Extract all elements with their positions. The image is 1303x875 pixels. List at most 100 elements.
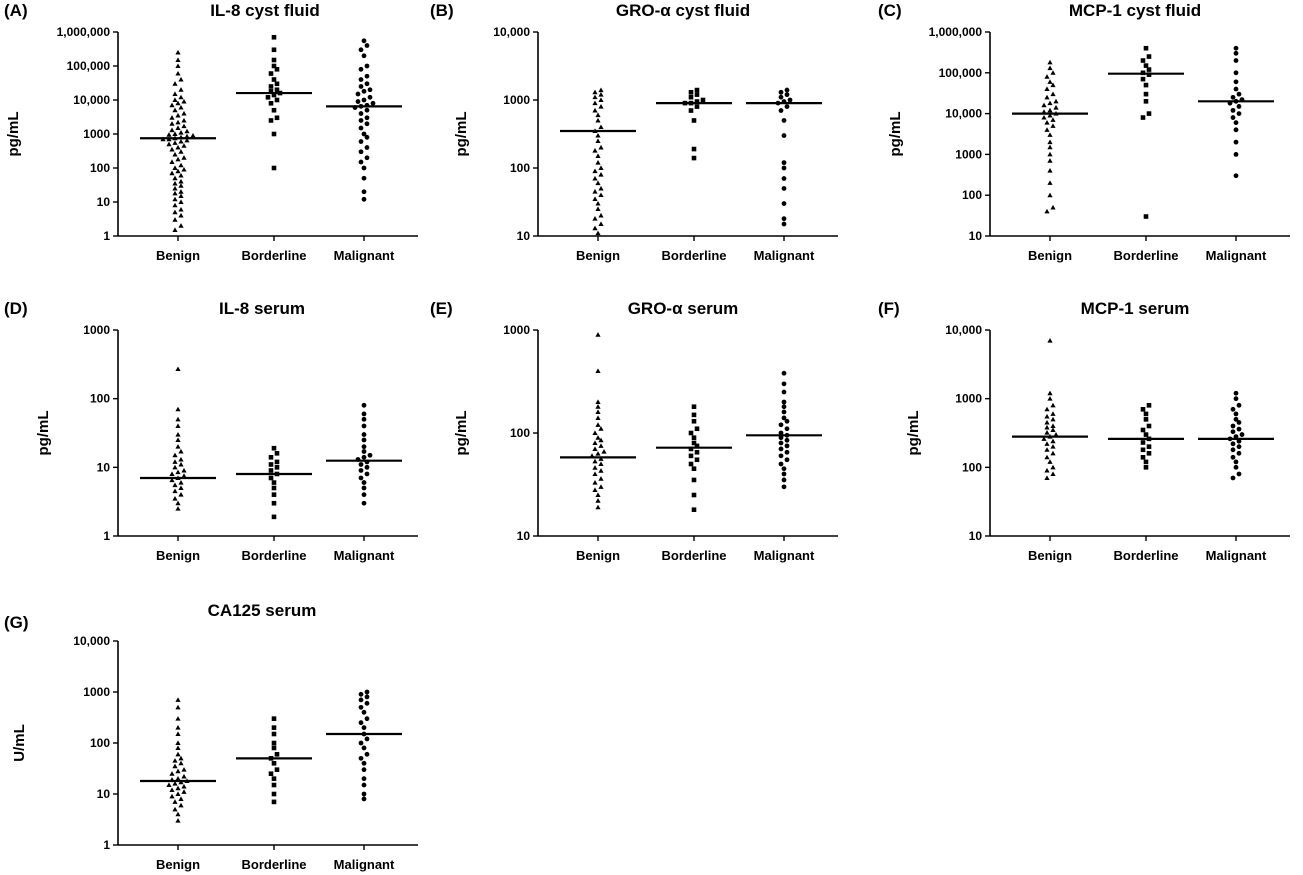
data-point bbox=[1047, 180, 1053, 185]
data-point bbox=[1230, 454, 1236, 460]
data-point bbox=[274, 97, 280, 103]
data-point bbox=[175, 768, 181, 774]
data-point bbox=[181, 783, 187, 789]
data-point bbox=[172, 185, 178, 191]
data-point bbox=[691, 477, 697, 483]
data-point bbox=[1143, 459, 1149, 465]
data-point bbox=[1236, 91, 1242, 97]
data-point bbox=[268, 454, 274, 460]
data-point bbox=[175, 500, 181, 506]
data-point bbox=[1146, 54, 1152, 59]
data-point bbox=[358, 159, 364, 165]
data-point bbox=[1053, 431, 1059, 437]
data-point bbox=[181, 789, 187, 794]
data-point bbox=[1044, 413, 1050, 419]
y-tick-label: 10 bbox=[517, 229, 531, 243]
data-point bbox=[694, 443, 700, 449]
data-point bbox=[178, 802, 184, 808]
data-point bbox=[172, 758, 178, 763]
data-point bbox=[1050, 411, 1056, 416]
y-tick-label: 10,000 bbox=[945, 323, 982, 337]
data-point bbox=[694, 104, 700, 109]
data-point bbox=[1047, 79, 1053, 84]
data-point bbox=[1044, 467, 1050, 473]
data-point bbox=[1050, 471, 1056, 476]
x-tick-label: Benign bbox=[1028, 248, 1072, 263]
data-point bbox=[358, 697, 364, 703]
y-axis-label: pg/mL bbox=[905, 411, 922, 456]
data-point bbox=[592, 196, 598, 202]
y-tick-label: 10,000 bbox=[945, 107, 982, 121]
data-point bbox=[592, 188, 598, 194]
data-point bbox=[595, 435, 601, 440]
data-point bbox=[595, 404, 601, 409]
data-point bbox=[778, 461, 784, 467]
data-point bbox=[172, 464, 178, 470]
data-point bbox=[178, 479, 184, 485]
chart-title: MCP-1 serum bbox=[1081, 299, 1190, 318]
data-point bbox=[169, 121, 175, 126]
data-point bbox=[274, 465, 280, 470]
data-point bbox=[178, 178, 184, 184]
data-point bbox=[595, 117, 601, 123]
data-point bbox=[1236, 402, 1242, 408]
data-point bbox=[1044, 86, 1050, 92]
data-point bbox=[181, 166, 187, 172]
data-point bbox=[784, 87, 790, 93]
data-point bbox=[781, 466, 787, 472]
panel-label: (E) bbox=[430, 299, 453, 318]
data-point bbox=[169, 127, 175, 133]
data-point bbox=[688, 94, 694, 100]
data-point bbox=[1047, 192, 1053, 198]
data-point bbox=[694, 87, 700, 93]
y-tick-label: 100 bbox=[962, 460, 982, 474]
data-point bbox=[1047, 158, 1053, 163]
data-point bbox=[364, 155, 370, 161]
data-point bbox=[694, 99, 700, 104]
data-point bbox=[781, 399, 787, 405]
data-point bbox=[175, 791, 181, 796]
y-axis-label: pg/mL bbox=[453, 112, 470, 157]
data-point bbox=[1047, 112, 1053, 118]
data-point bbox=[175, 168, 181, 174]
data-point bbox=[598, 426, 604, 431]
data-point bbox=[175, 100, 181, 106]
data-point bbox=[1230, 475, 1236, 481]
data-point bbox=[595, 112, 601, 118]
x-tick-label: Malignant bbox=[754, 248, 815, 263]
data-point bbox=[358, 47, 364, 53]
y-tick-label: 100 bbox=[90, 161, 110, 175]
data-point bbox=[595, 451, 601, 456]
y-tick-label: 10 bbox=[969, 529, 983, 543]
data-point bbox=[268, 771, 274, 777]
data-point bbox=[598, 476, 604, 481]
data-point bbox=[1044, 127, 1050, 132]
data-point bbox=[355, 99, 361, 104]
data-point bbox=[1044, 447, 1050, 452]
data-point bbox=[1044, 441, 1050, 446]
data-point bbox=[361, 791, 367, 797]
data-point bbox=[175, 144, 181, 150]
data-point bbox=[166, 782, 172, 788]
data-point bbox=[1041, 102, 1047, 108]
data-point bbox=[1053, 98, 1059, 104]
y-tick-label: 10 bbox=[517, 529, 531, 543]
data-point bbox=[268, 100, 274, 106]
y-tick-label: 100 bbox=[510, 161, 530, 175]
chart-panel-c: (C) MCP-1 cyst fluid pg/mL 10 100 1000 10,000 1… bbox=[878, 1, 1290, 263]
data-point bbox=[1146, 444, 1152, 449]
data-point bbox=[190, 132, 196, 138]
data-point bbox=[175, 776, 181, 781]
data-point bbox=[694, 449, 700, 455]
data-point bbox=[358, 720, 364, 726]
data-point bbox=[175, 57, 181, 63]
data-point bbox=[358, 475, 364, 481]
y-tick-label: 1000 bbox=[83, 127, 110, 141]
data-point bbox=[271, 745, 277, 751]
data-point bbox=[364, 145, 370, 150]
x-tick-label: Benign bbox=[576, 548, 620, 563]
data-point bbox=[172, 151, 178, 157]
data-point bbox=[178, 760, 184, 766]
data-point bbox=[598, 165, 604, 170]
y-tick-label: 1000 bbox=[83, 685, 110, 699]
